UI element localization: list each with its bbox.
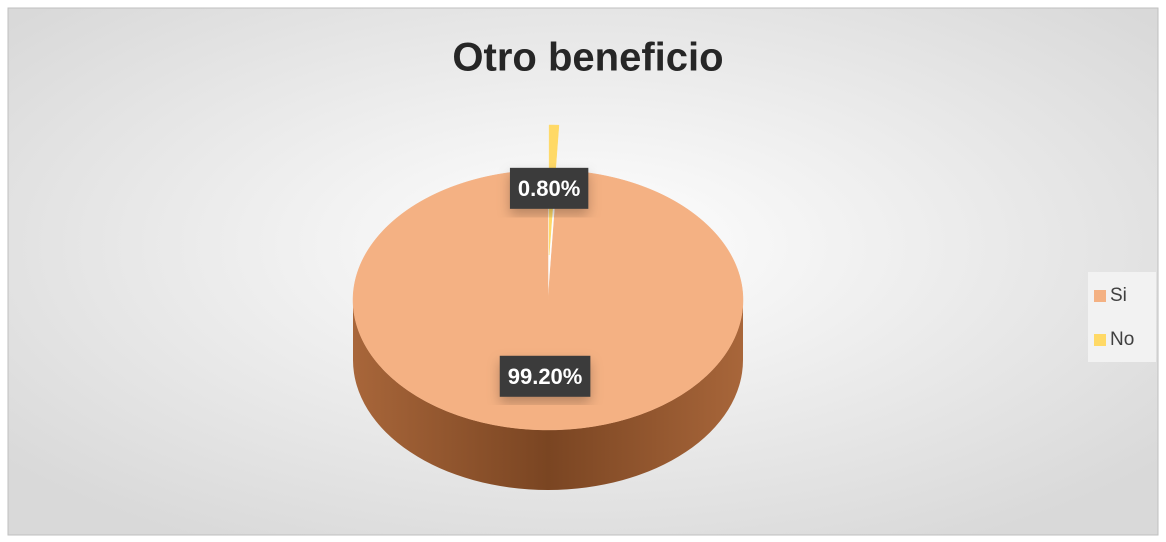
data-label: 0.80%	[518, 176, 580, 201]
data-label-box	[509, 167, 589, 209]
pie-side	[353, 300, 743, 490]
legend-swatch	[1094, 290, 1106, 302]
legend-label: Si	[1110, 285, 1127, 306]
data-label-box	[499, 355, 591, 397]
legend-label: No	[1110, 329, 1134, 350]
legend-swatch	[1094, 334, 1106, 346]
legend-box	[1088, 272, 1156, 362]
chart-title: Otro beneficio	[452, 36, 723, 80]
data-label: 99.20%	[508, 364, 583, 389]
pie-slice	[352, 169, 744, 431]
